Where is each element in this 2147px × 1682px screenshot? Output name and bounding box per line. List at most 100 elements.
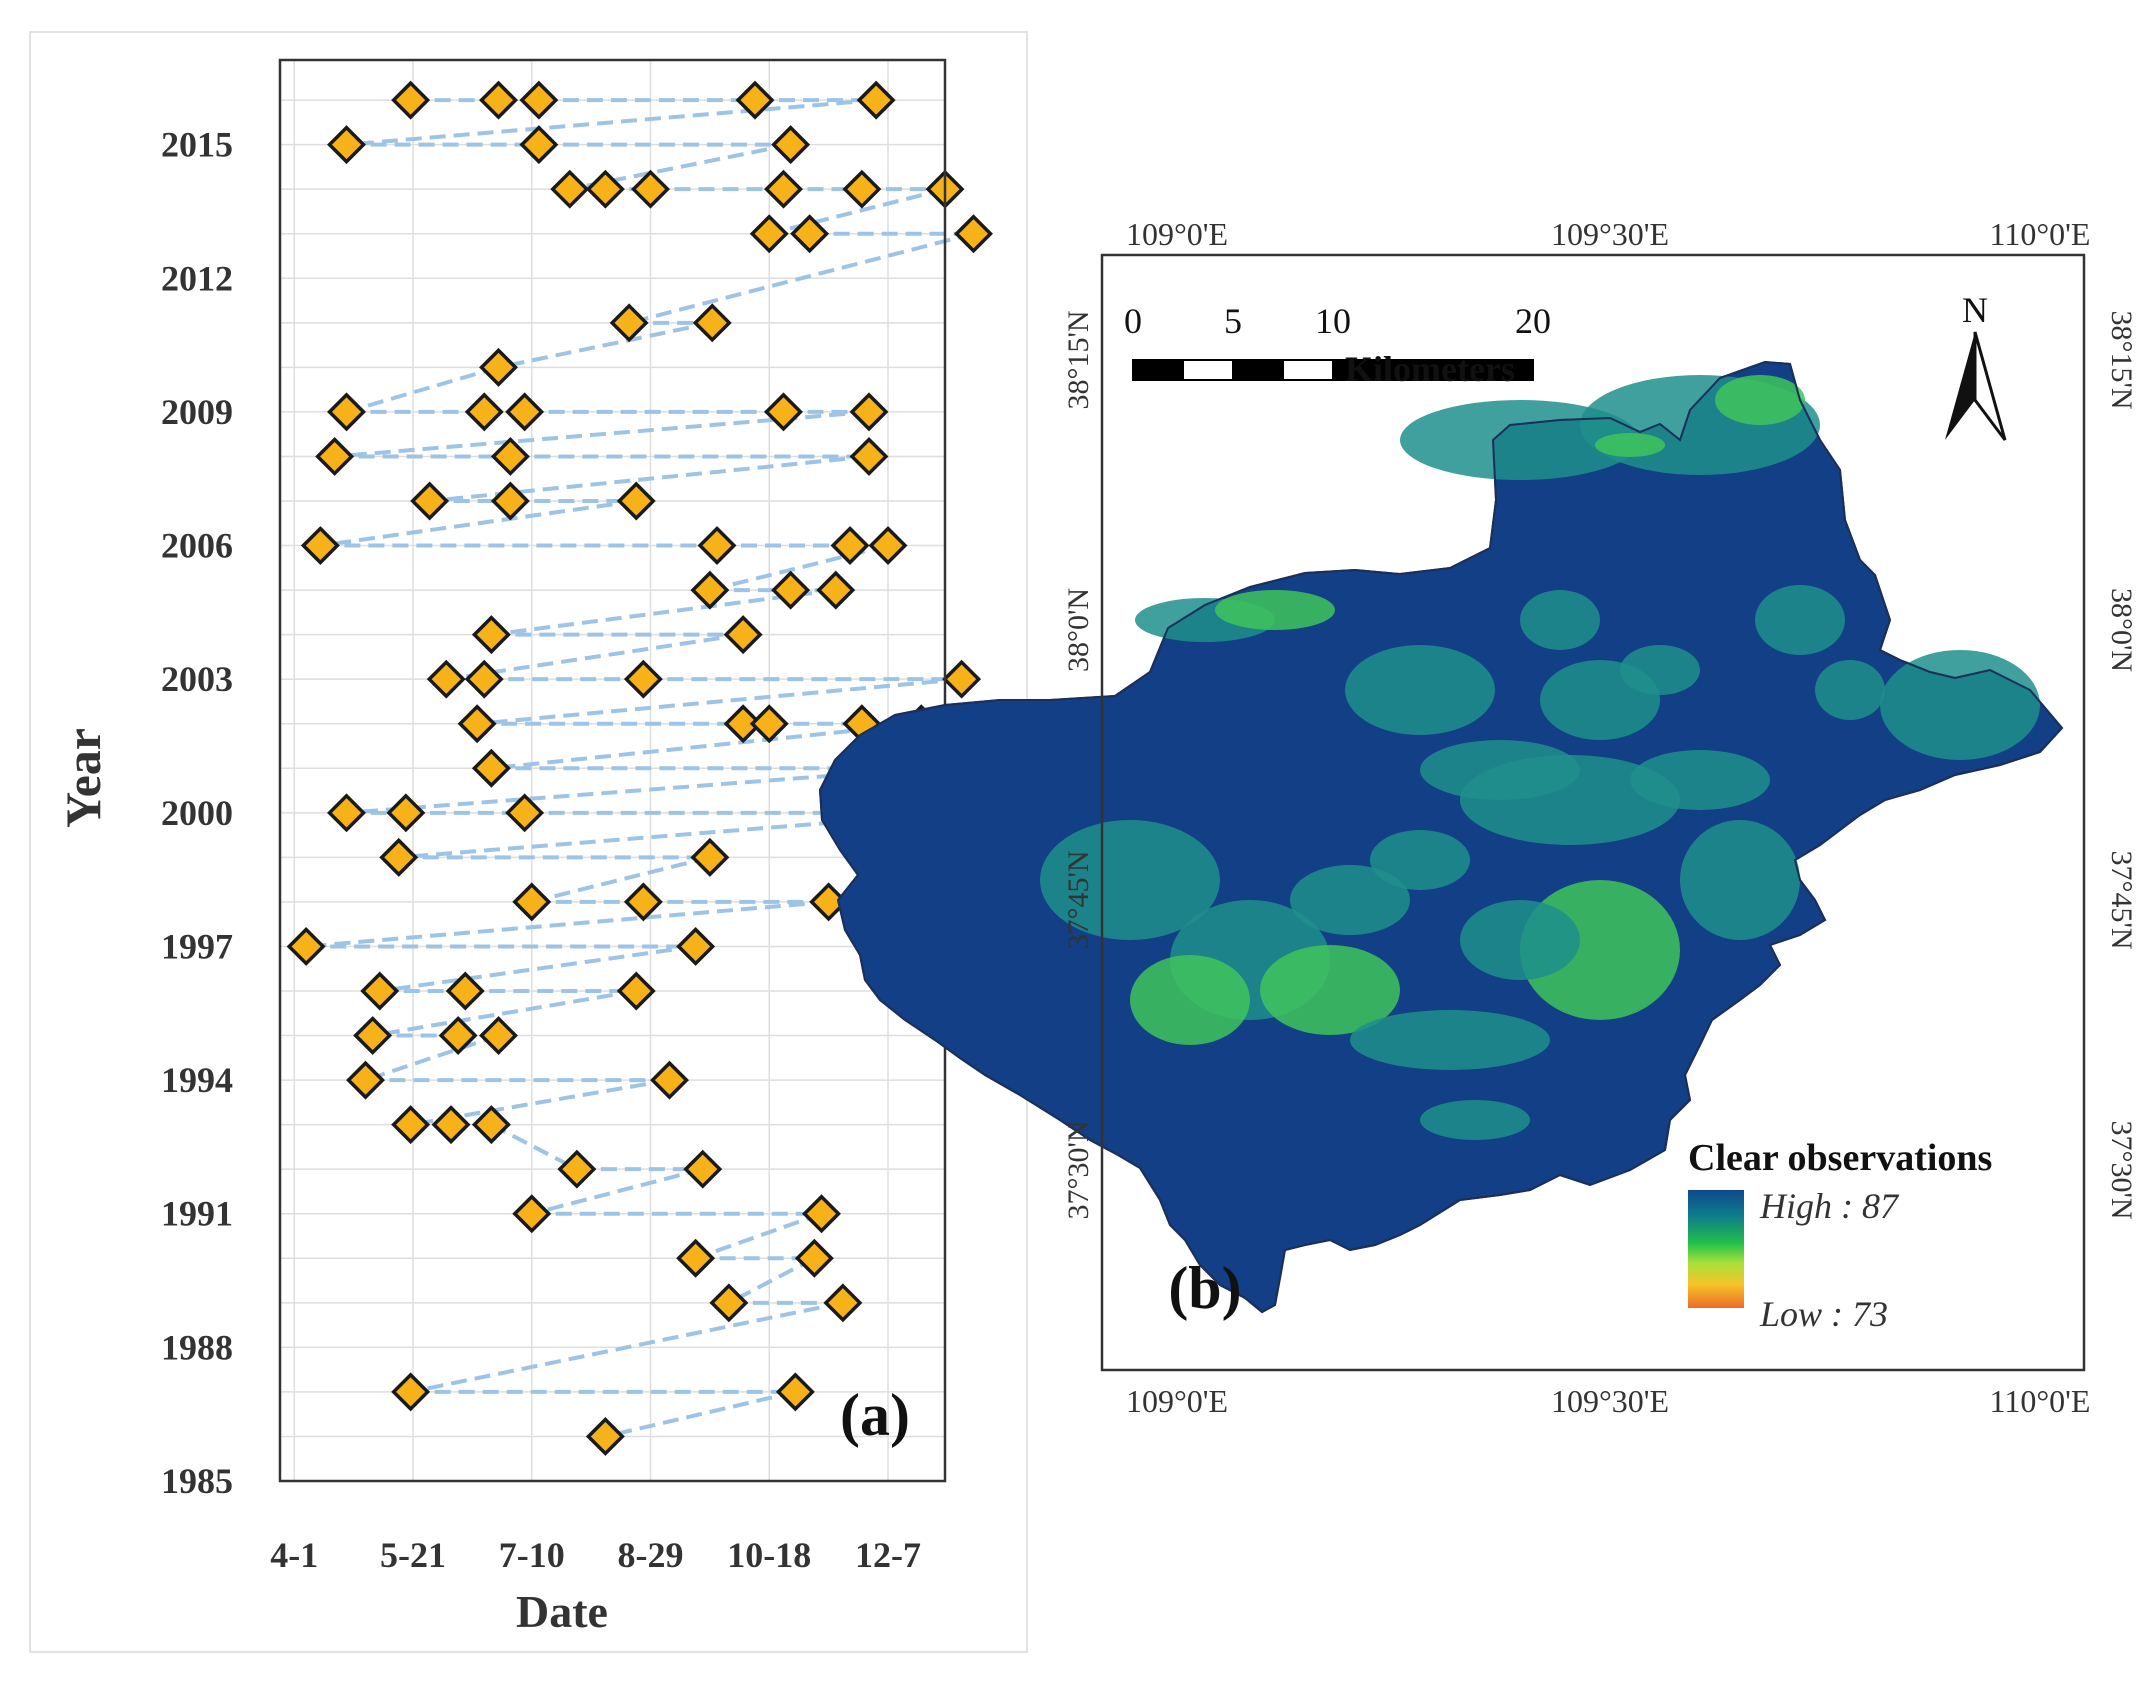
acquisition-marker (327, 125, 366, 165)
acquisition-marker (391, 1105, 431, 1145)
y-tick-label: 1997 (161, 926, 233, 966)
acquisition-marker (676, 926, 716, 966)
connector-line (364, 1033, 500, 1082)
acquisition-marker (849, 436, 889, 476)
acquisition-marker (315, 436, 355, 476)
acquisition-marker (585, 169, 625, 209)
x-tick-label: 4-1 (270, 1535, 318, 1575)
left-latitude-labels: 38°15'N 38°0'N 37°45'N 37°30'N (1062, 310, 1095, 1219)
observation-patch (1715, 375, 1805, 425)
acquisition-marker (775, 1372, 815, 1412)
latitude-label: 37°30'N (2105, 1120, 2138, 1219)
y-tick-label: 2003 (161, 659, 233, 699)
observation-patches (1040, 375, 2040, 1140)
longitude-label: 109°0'E (1126, 1383, 1228, 1419)
acquisition-marker (830, 526, 870, 566)
observation-patch (1130, 955, 1250, 1045)
acquisition-marker (690, 570, 730, 610)
legend-high-label: High : 87 (1759, 1186, 1900, 1226)
right-latitude-labels: 38°15'N 38°0'N 37°45'N 37°30'N (2105, 310, 2138, 1219)
x-tick-label: 12-7 (855, 1535, 921, 1575)
acquisition-marker (868, 526, 908, 566)
acquisition-marker (490, 436, 530, 476)
acquisition-marker (749, 214, 789, 254)
latitude-label: 38°15'N (2105, 310, 2138, 409)
acquisition-marker (723, 704, 763, 744)
latitude-label: 38°0'N (2105, 588, 2138, 672)
acquisition-marker (471, 1105, 511, 1145)
observation-patch (1620, 645, 1700, 695)
scale-bar-segment (1232, 359, 1284, 381)
acquisition-marker (391, 1372, 431, 1412)
longitude-label: 109°30'E (1551, 216, 1669, 252)
acquisition-marker (609, 303, 649, 343)
connector-line (476, 677, 962, 726)
acquisition-marker (823, 1283, 863, 1323)
observation-patch (1215, 590, 1335, 630)
acquisition-marker (512, 882, 552, 922)
acquisition-marker (856, 80, 896, 120)
acquisition-marker (353, 1016, 393, 1056)
connector-line (491, 721, 922, 771)
x-tick-label: 7-10 (499, 1535, 565, 1575)
acquisition-marker (479, 1016, 518, 1056)
acquisition-marker (431, 1105, 471, 1145)
observation-patch (1520, 590, 1600, 650)
x-tick-label: 5-21 (380, 1535, 446, 1575)
acquisition-marker (585, 1416, 625, 1456)
legend-color-ramp (1688, 1190, 1744, 1308)
acquisition-marker (438, 1016, 478, 1056)
x-tick-label: 10-18 (727, 1535, 811, 1575)
acquisition-marker (386, 793, 426, 833)
latitude-label: 38°15'N (1062, 310, 1095, 409)
acquisition-marker (505, 793, 545, 833)
acquisition-marker (550, 169, 590, 209)
acquisition-marker (764, 392, 803, 432)
acquisition-marker (623, 882, 663, 922)
scale-bar-tick-label: 5 (1224, 301, 1242, 341)
observation-patch (1880, 650, 2040, 760)
scale-bar-tick-label: 20 (1515, 301, 1551, 341)
latitude-label: 37°45'N (2105, 850, 2138, 949)
panel-b: 109°0'E 109°30'E 110°0'E 109°0'E 109°30'E 110… (818, 198, 2138, 1443)
acquisition-marker (512, 1194, 552, 1234)
acquisition-marker (942, 659, 982, 699)
acquisition-marker (479, 347, 518, 387)
acquisition-marker (300, 526, 340, 566)
connector-line (490, 1122, 578, 1171)
acquisition-marker (683, 1149, 723, 1189)
acquisition-marker (771, 570, 811, 610)
acquisition-marker (471, 748, 511, 788)
acquisition-marker (849, 392, 889, 432)
observation-patch (1630, 750, 1770, 810)
y-tick-label: 1991 (161, 1194, 233, 1234)
connector-line (491, 588, 837, 637)
observation-patch (1460, 900, 1580, 980)
connector-line (429, 454, 870, 503)
latitude-label: 37°45'N (1062, 850, 1095, 949)
acquisition-marker (764, 169, 803, 209)
map-frame (1100, 253, 2086, 1372)
y-tick-label: 1994 (161, 1060, 233, 1100)
acquisition-marker (771, 125, 811, 165)
top-longitude-labels: 109°0'E 109°30'E 110°0'E (1126, 216, 2091, 252)
scale-bar-segment (1182, 359, 1234, 381)
observation-patch (1040, 820, 1220, 940)
acquisition-marker (519, 125, 559, 165)
connector-line (498, 320, 713, 370)
longitude-label: 110°0'E (1990, 1383, 2091, 1419)
observation-patch (1755, 585, 1845, 655)
acquisition-marker (426, 659, 466, 699)
observation-patch (1350, 1010, 1550, 1070)
acquisition-marker (690, 837, 730, 877)
acquisition-marker (794, 1238, 834, 1278)
acquisition-marker (692, 303, 732, 343)
y-tick-label: 2012 (161, 258, 233, 298)
scale-bar-segment (1282, 359, 1334, 381)
connector-line (345, 365, 500, 414)
north-arrow: N (1945, 290, 2007, 441)
bottom-longitude-labels: 109°0'E 109°30'E 110°0'E (1126, 1383, 2091, 1419)
acquisition-marker (616, 481, 656, 521)
acquisition-marker (391, 80, 431, 120)
